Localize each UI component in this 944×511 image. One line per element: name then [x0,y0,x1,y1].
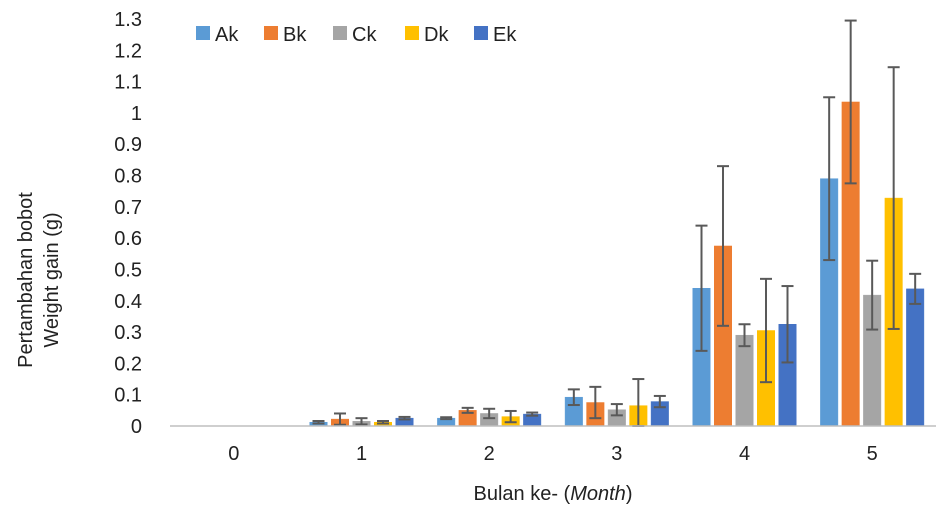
legend-label: Bk [283,24,307,46]
y-tick-label: 0.7 [114,197,142,219]
x-axis-ticks: 0 1 2 3 4 5 [228,443,877,465]
error-bar-bk-2 [461,406,474,414]
y-tick-label: 1 [131,103,142,125]
error-bar-ck-3 [610,403,623,417]
legend-item-ck: Ck [333,24,377,46]
x-tick-label: 2 [484,443,495,465]
y-tick-label: 1.2 [114,40,142,62]
error-bars [312,19,922,427]
bar-ek-5 [906,288,925,427]
legend-swatch [405,26,419,40]
y-tick-label: 1.3 [114,9,142,31]
y-axis-title-line1: Pertambahan bobot [15,192,37,368]
y-tick-label: 0.5 [114,259,142,281]
error-bar-ak-5 [823,96,836,262]
error-bar-ak-3 [567,388,580,407]
legend-item-bk: Bk [264,24,307,46]
y-tick-label: 0.6 [114,228,142,250]
error-bar-dk-5 [887,66,900,330]
x-axis-title: Bulan ke- (Month) [474,483,633,505]
error-bar-ck-5 [866,259,879,331]
x-tick-label: 5 [867,443,878,465]
legend-item-ak: Ak [196,24,239,46]
y-axis-ticks: 0 0.1 0.2 0.3 0.4 0.5 0.6 0.7 0.8 0.9 1 1.1 1.2 1.3 [114,9,142,438]
y-tick-label: 0.8 [114,166,142,188]
y-tick-label: 1.1 [114,72,142,94]
error-bar-ck-1 [355,417,368,426]
error-bar-ak-2 [440,416,453,421]
error-bar-ek-4 [781,285,794,364]
error-bar-dk-2 [504,409,517,424]
y-tick-label: 0.2 [114,353,142,375]
error-bar-ak-1 [312,419,325,425]
error-bar-dk-4 [760,277,772,384]
error-bar-ck-4 [738,323,751,348]
y-tick-label: 0 [131,416,142,438]
legend-swatch [333,26,347,40]
error-bar-bk-3 [589,385,602,420]
error-bar-bk-1 [334,412,346,426]
error-bar-dk-1 [377,419,389,425]
legend-label: Ck [352,24,377,46]
error-bar-ck-2 [483,407,496,420]
error-bar-ek-5 [909,272,922,305]
error-bar-ak-4 [695,224,708,352]
x-tick-label: 1 [356,443,367,465]
x-tick-label: 0 [228,443,239,465]
legend-swatch [264,26,278,40]
error-bar-bk-5 [844,19,857,185]
x-tick-label: 3 [611,443,622,465]
error-bar-ek-2 [526,411,539,417]
legend: Ak Bk Ck Dk Ek [196,24,517,46]
y-axis-title-line2: Weight gain (g) [41,212,63,347]
error-bar-ek-3 [653,394,666,409]
legend-item-dk: Dk [405,24,449,46]
legend-item-ek: Ek [474,24,517,46]
error-bar-bk-4 [717,165,729,327]
y-tick-label: 0.4 [114,291,142,313]
bar-series [309,101,925,427]
y-tick-label: 0.9 [114,134,142,156]
legend-label: Dk [424,24,449,46]
x-tick-label: 4 [739,443,750,465]
y-tick-label: 0.3 [114,322,142,344]
legend-label: Ak [215,24,239,46]
bar-ck-4 [735,334,754,427]
error-bar-ek-1 [398,415,411,421]
legend-label: Ek [493,24,517,46]
legend-swatch [196,26,210,40]
legend-swatch [474,26,488,40]
y-tick-label: 0.1 [114,385,142,407]
